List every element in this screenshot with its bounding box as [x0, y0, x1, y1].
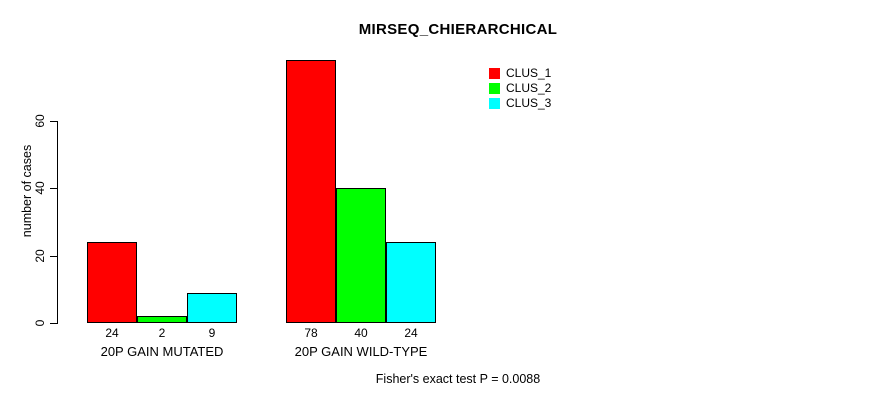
legend-swatch-clus-1 — [489, 68, 500, 79]
y-tick — [50, 188, 57, 189]
y-tick — [50, 121, 57, 122]
y-tick-label: 0 — [33, 319, 47, 327]
bar-clus-1-20p-gain-wild-type — [286, 60, 336, 323]
bar-value-label: 2 — [158, 326, 166, 340]
y-tick — [50, 323, 57, 324]
y-axis-label: number of cases — [20, 144, 34, 238]
bar-clus-3-20p-gain-mutated — [187, 293, 237, 323]
bar-value-label: 24 — [105, 326, 119, 340]
legend-item-clus-3: CLUS_3 — [489, 96, 551, 111]
bar-clus-1-20p-gain-mutated — [87, 242, 137, 323]
legend-swatch-clus-2 — [489, 83, 500, 94]
category-label-20p-gain-wild-type: 20P GAIN WILD-TYPE — [294, 344, 428, 359]
legend-item-label: CLUS_3 — [506, 96, 552, 110]
y-tick-label: 60 — [33, 114, 47, 128]
bar-clus-2-20p-gain-mutated — [137, 316, 187, 323]
bar-clus-2-20p-gain-wild-type — [336, 188, 386, 323]
bar-value-label: 24 — [404, 326, 418, 340]
bar-value-label: 40 — [354, 326, 368, 340]
bar-clus-3-20p-gain-wild-type — [386, 242, 436, 323]
legend-item-label: CLUS_1 — [506, 66, 552, 80]
bar-value-label: 78 — [304, 326, 318, 340]
legend-item-label: CLUS_2 — [506, 81, 552, 95]
legend-item-clus-2: CLUS_2 — [489, 81, 551, 96]
legend-swatch-clus-3 — [489, 98, 500, 109]
y-axis-line — [57, 121, 58, 324]
y-tick-label: 40 — [33, 181, 47, 195]
chart-title: MIRSEQ_CHIERARCHICAL — [358, 21, 558, 38]
y-tick — [50, 256, 57, 257]
bar-value-label: 9 — [208, 326, 216, 340]
legend: CLUS_1 CLUS_2 CLUS_3 — [489, 66, 551, 111]
legend-item-clus-1: CLUS_1 — [489, 66, 551, 81]
y-tick-label: 20 — [33, 249, 47, 263]
category-label-20p-gain-mutated: 20P GAIN MUTATED — [100, 344, 224, 359]
fisher-test-note: Fisher's exact test P = 0.0088 — [375, 372, 541, 386]
